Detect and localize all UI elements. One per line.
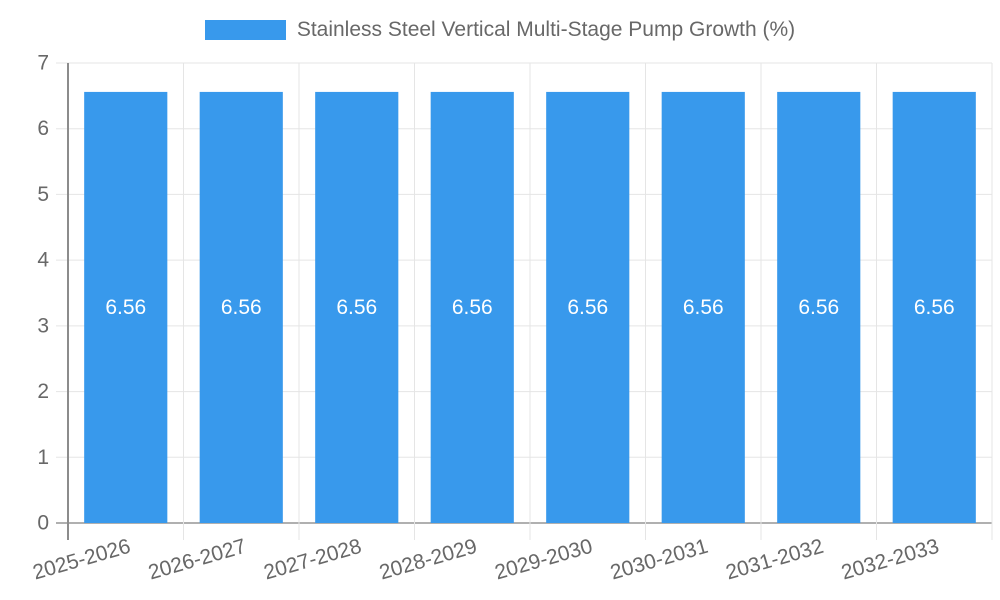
bar-value-label: 6.56 (798, 296, 839, 319)
bar-value-label: 6.56 (914, 296, 955, 319)
x-tick-label: 2028-2029 (377, 535, 480, 585)
bar-2031-2032[interactable] (777, 91, 861, 524)
bar-value-label: 6.56 (336, 296, 377, 319)
x-tick-label: 2032-2033 (839, 535, 942, 585)
bar-value-label: 6.56 (567, 296, 608, 319)
legend-label: Stainless Steel Vertical Multi-Stage Pum… (296, 18, 796, 41)
x-tick-label: 2030-2031 (608, 535, 711, 585)
bar-value-label: 6.56 (452, 296, 493, 319)
bar-value-label: 6.56 (221, 296, 262, 319)
bar-2030-2031[interactable] (661, 91, 745, 524)
bar-2027-2028[interactable] (315, 91, 399, 524)
bar-value-label: 6.56 (105, 296, 146, 319)
x-tick-label: 2025-2026 (30, 535, 133, 585)
y-tick-label: 6 (37, 117, 49, 140)
y-tick-label: 3 (37, 314, 49, 337)
x-tick-label: 2026-2027 (146, 535, 249, 585)
bar-2026-2027[interactable] (199, 91, 283, 524)
legend-swatch (204, 20, 286, 40)
chart-legend-item[interactable]: Stainless Steel Vertical Multi-Stage Pum… (0, 18, 1000, 42)
y-tick-label: 5 (37, 183, 49, 206)
bar-2032-2033[interactable] (892, 91, 976, 524)
y-tick-label: 1 (37, 446, 49, 469)
y-tick-label: 4 (37, 249, 49, 272)
x-tick-label: 2027-2028 (261, 535, 364, 585)
y-tick-label: 2 (37, 380, 49, 403)
bar-value-label: 6.56 (683, 296, 724, 319)
x-tick-label: 2031-2032 (723, 535, 826, 585)
bar-2025-2026[interactable] (84, 91, 168, 524)
y-tick-label: 7 (37, 52, 49, 75)
y-tick-label: 0 (37, 512, 49, 535)
bar-2028-2029[interactable] (430, 91, 514, 524)
bar-2029-2030[interactable] (546, 91, 630, 524)
x-tick-label: 2029-2030 (492, 535, 595, 585)
